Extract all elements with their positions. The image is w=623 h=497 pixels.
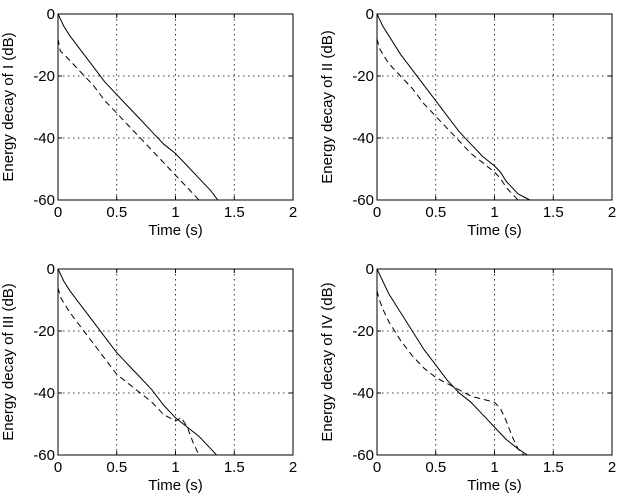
y-tick-label: -40 — [33, 130, 55, 147]
x-tick-label: 0.5 — [106, 204, 127, 221]
x-tick-label: 2 — [289, 204, 297, 221]
y-axis-label: Energy decay of III (dB) — [0, 283, 17, 441]
subplot-1: 0 0.5 1 1.5 2 0 -20 -40 -60 Time (s) Energy decay … — [0, 6, 297, 239]
series-solid-line — [376, 268, 528, 456]
x-tick-label: 0.5 — [106, 459, 127, 476]
series-dashed-line — [57, 38, 200, 201]
y-tick-label: 0 — [366, 261, 374, 278]
x-tick-label: 2 — [289, 459, 297, 476]
plot-area — [377, 14, 612, 200]
x-tick-label: 2 — [608, 459, 616, 476]
y-tick-label: -60 — [352, 447, 374, 464]
subplot-2: 0 0.5 1 1.5 2 0 -20 -40 -60 Time (s) Energy decay … — [319, 6, 616, 239]
x-axis-label: Time (s) — [148, 222, 202, 239]
plot-area — [58, 14, 293, 200]
x-tick-label: 1 — [171, 459, 179, 476]
series-dashed-line — [376, 290, 525, 456]
y-axis-label: Energy decay of IV (dB) — [319, 282, 336, 441]
x-tick-label: 0 — [54, 204, 62, 221]
subplot-3: 0 0.5 1 1.5 2 0 -20 -40 -60 Time (s) Energy decay … — [0, 261, 297, 494]
x-tick-label: 0.5 — [425, 204, 446, 221]
x-tick-label: 2 — [608, 204, 616, 221]
plot-area — [58, 269, 293, 455]
y-tick-label: -40 — [33, 385, 55, 402]
x-tick-label: 0 — [54, 459, 62, 476]
x-tick-label: 1 — [171, 204, 179, 221]
y-tick-label: 0 — [47, 261, 55, 278]
subplot-4: 0 0.5 1 1.5 2 0 -20 -40 -60 Time (s) Energy decay … — [319, 261, 616, 494]
x-axis-label: Time (s) — [467, 222, 521, 239]
x-tick-label: 1 — [490, 204, 498, 221]
series-solid-line — [57, 268, 217, 456]
y-tick-label: 0 — [366, 6, 374, 23]
x-tick-label: 0.5 — [425, 459, 446, 476]
y-axis-label: Energy decay of II (dB) — [319, 30, 336, 183]
y-tick-label: -20 — [352, 68, 374, 85]
series-solid-line — [57, 13, 219, 201]
y-tick-label: -40 — [352, 130, 374, 147]
y-axis-label: Energy decay of I (dB) — [0, 32, 17, 181]
series-dashed-line — [57, 287, 200, 456]
x-tick-label: 1.5 — [224, 204, 245, 221]
y-tick-label: -60 — [33, 192, 55, 209]
x-tick-label: 1.5 — [543, 204, 564, 221]
x-tick-label: 0 — [373, 204, 381, 221]
x-tick-label: 1.5 — [543, 459, 564, 476]
series-dashed-line — [376, 38, 519, 201]
x-axis-label: Time (s) — [467, 477, 521, 494]
y-tick-label: -60 — [352, 192, 374, 209]
x-tick-label: 1 — [490, 459, 498, 476]
y-tick-label: -60 — [33, 447, 55, 464]
series-solid-line — [376, 13, 531, 201]
x-axis-label: Time (s) — [148, 477, 202, 494]
y-tick-label: -40 — [352, 385, 374, 402]
y-tick-label: -20 — [352, 323, 374, 340]
y-tick-label: 0 — [47, 6, 55, 23]
x-tick-label: 0 — [373, 459, 381, 476]
y-tick-label: -20 — [33, 68, 55, 85]
y-tick-label: -20 — [33, 323, 55, 340]
x-tick-label: 1.5 — [224, 459, 245, 476]
